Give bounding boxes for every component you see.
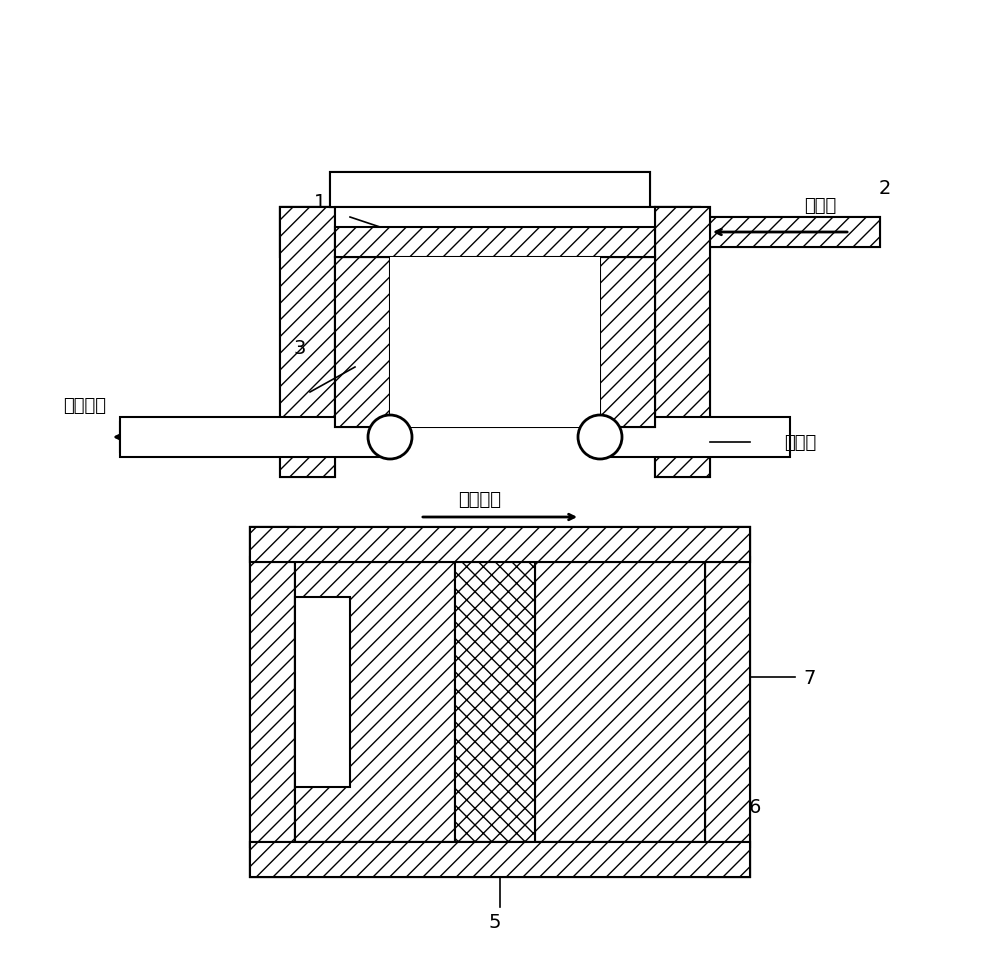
Text: 四通阀: 四通阀 [784, 434, 816, 451]
Bar [390, 258, 600, 428]
Bar [590, 417, 790, 457]
Bar [280, 208, 335, 478]
Bar [335, 258, 390, 428]
Bar [705, 558, 750, 847]
Circle shape [368, 415, 412, 459]
Bar [335, 258, 655, 428]
Bar [250, 842, 750, 877]
Bar [705, 528, 750, 558]
Text: 通往油槽: 通往油槽 [64, 397, 107, 414]
Bar [295, 542, 705, 842]
Bar [330, 173, 650, 208]
Bar [295, 597, 350, 787]
Bar [705, 528, 750, 877]
Text: 5: 5 [489, 913, 501, 931]
Bar [250, 528, 750, 563]
Bar [250, 847, 295, 877]
Circle shape [578, 415, 622, 459]
Bar [250, 558, 295, 847]
Bar [600, 258, 655, 428]
Text: 3: 3 [294, 338, 306, 358]
Bar [280, 208, 335, 478]
Bar [335, 208, 655, 258]
Bar [335, 228, 655, 258]
Bar [655, 208, 710, 478]
Text: 2: 2 [879, 179, 891, 197]
Bar [280, 208, 700, 258]
Text: 活塞移动: 活塞移动 [459, 490, 502, 508]
Bar [120, 423, 280, 452]
Bar [330, 173, 650, 208]
Bar [250, 842, 750, 877]
Text: 7: 7 [804, 668, 816, 687]
Text: 4: 4 [255, 808, 267, 827]
Text: 高压油: 高压油 [804, 196, 836, 215]
Bar [455, 542, 535, 842]
Bar [250, 528, 750, 563]
Bar [700, 218, 880, 248]
Text: 6: 6 [749, 797, 761, 817]
Bar [535, 542, 705, 842]
Bar [655, 208, 710, 478]
Bar [705, 847, 750, 877]
Bar [250, 528, 295, 558]
Text: 1: 1 [314, 193, 326, 212]
Bar [250, 528, 295, 877]
Bar [295, 542, 455, 842]
Bar [120, 417, 400, 457]
Bar [250, 528, 750, 877]
Bar [700, 218, 880, 248]
Text: 活塞阀: 活塞阀 [604, 768, 636, 786]
Bar [280, 208, 700, 258]
